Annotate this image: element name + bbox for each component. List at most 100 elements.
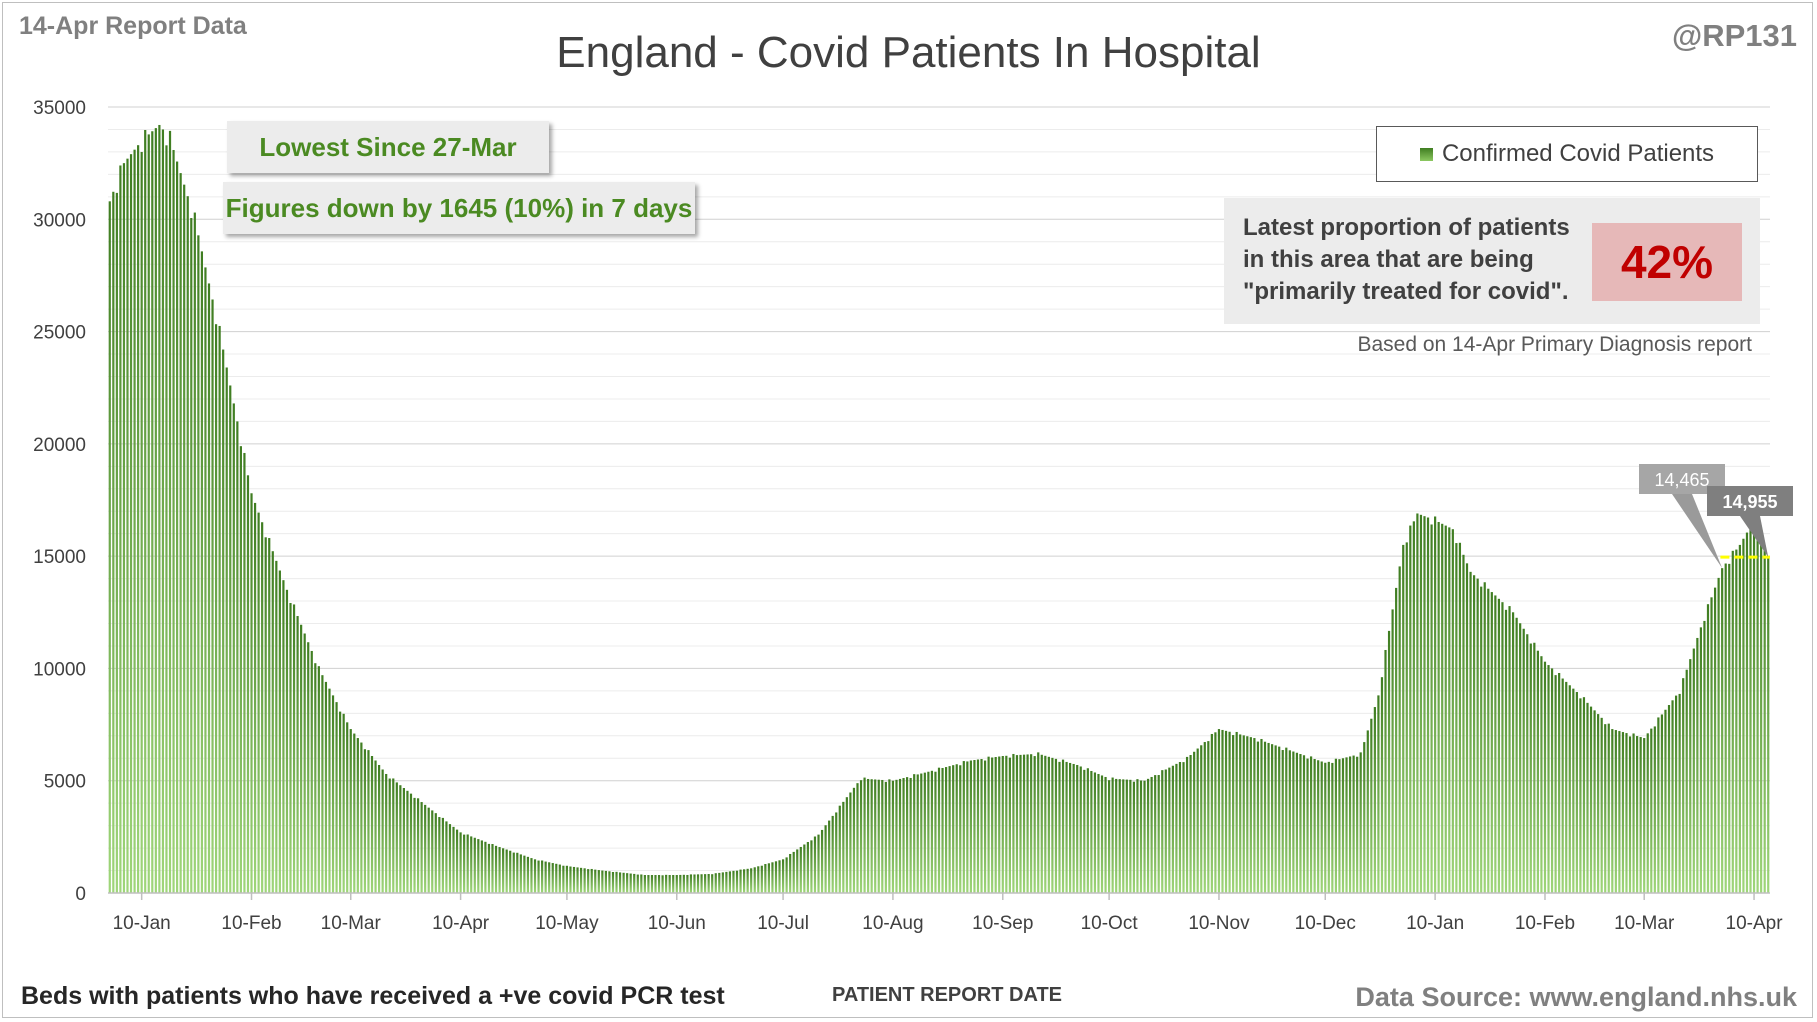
bar <box>1139 780 1143 893</box>
bar <box>416 798 420 893</box>
bar <box>1058 761 1061 893</box>
bar <box>431 810 434 893</box>
bar <box>743 869 746 893</box>
bar <box>424 804 427 893</box>
chart-legend: Confirmed Covid Patients <box>1376 126 1758 182</box>
bar <box>484 841 487 893</box>
data-source: Data Source: www.england.nhs.uk <box>1355 982 1797 1012</box>
bar <box>654 875 657 893</box>
proportion-text: Latest proportion of patients in this ar… <box>1243 212 1573 308</box>
bar <box>310 650 313 893</box>
y-tick-label: 0 <box>75 884 86 905</box>
bar <box>969 760 972 893</box>
bar <box>1441 523 1444 893</box>
axes: 0 5000 10000 15000 20000 25000 30000 35000 10-Ja… <box>33 98 1783 934</box>
bar <box>1093 772 1097 893</box>
bar <box>1735 549 1738 893</box>
bar <box>275 560 278 893</box>
bar <box>161 129 165 893</box>
proportion-note: Based on 14-Apr Primary Diagnosis report <box>1357 333 1752 356</box>
bar <box>222 349 225 893</box>
bar <box>129 154 133 893</box>
bar <box>253 502 257 893</box>
bar <box>597 870 600 893</box>
bar <box>746 868 749 893</box>
bar <box>1674 695 1678 893</box>
bar <box>282 580 285 893</box>
bar <box>480 840 483 893</box>
bar <box>867 778 870 893</box>
bar <box>789 853 792 893</box>
bar <box>1061 759 1065 893</box>
bar <box>112 191 115 893</box>
bar <box>732 870 735 893</box>
bar <box>1494 595 1497 893</box>
bar <box>934 771 937 893</box>
bar <box>1540 656 1543 893</box>
x-tick-label: 10-Jan <box>113 913 171 934</box>
bar <box>810 840 813 893</box>
bar <box>1536 650 1539 893</box>
y-tick-label: 20000 <box>33 435 86 456</box>
bar <box>679 874 682 893</box>
bar <box>1632 733 1635 893</box>
bar <box>1090 770 1093 893</box>
bar <box>1473 575 1476 893</box>
bar <box>906 777 909 893</box>
bar <box>604 870 607 893</box>
bar <box>998 756 1001 893</box>
bar <box>1636 736 1639 893</box>
x-tick-label: 10-Nov <box>1188 913 1250 934</box>
bar <box>144 129 147 894</box>
callout-figures-down: Figures down by 1645 (10%) in 7 days <box>223 182 695 234</box>
bar <box>973 760 976 893</box>
bar <box>856 783 859 893</box>
bar <box>509 850 512 893</box>
bar <box>1572 688 1575 893</box>
bar <box>1487 588 1490 893</box>
bar <box>991 757 994 893</box>
bar <box>1667 705 1671 893</box>
bar <box>693 874 696 893</box>
bar <box>902 778 905 893</box>
x-tick-label: 10-Feb <box>1515 913 1575 934</box>
bar <box>572 866 576 893</box>
bar <box>817 834 820 893</box>
bar <box>339 711 342 893</box>
bar <box>1653 726 1656 893</box>
bar <box>842 801 845 893</box>
bar <box>179 173 182 894</box>
bar <box>962 761 965 893</box>
bar <box>1398 566 1401 893</box>
bar <box>190 218 193 893</box>
bar <box>976 759 980 893</box>
x-tick-label: 10-Jan <box>1406 913 1464 934</box>
bar <box>1271 744 1274 893</box>
bar <box>1150 776 1153 893</box>
bar <box>147 134 150 893</box>
bar <box>1604 724 1607 893</box>
bar <box>1125 779 1128 893</box>
y-tick-label: 5000 <box>44 772 86 793</box>
bar <box>1671 700 1674 893</box>
bar <box>845 797 848 893</box>
bar <box>1380 677 1384 893</box>
bar <box>498 847 501 893</box>
bar <box>877 779 880 893</box>
bar <box>370 756 374 893</box>
bar <box>151 131 154 893</box>
bar <box>168 130 172 893</box>
bar <box>657 875 661 893</box>
bar <box>1731 550 1734 893</box>
bar <box>753 867 756 893</box>
bar <box>1100 775 1104 893</box>
bar <box>523 855 526 893</box>
bar <box>1664 709 1667 893</box>
bar <box>1543 661 1547 893</box>
bar <box>792 851 795 893</box>
bar <box>502 848 505 893</box>
bar <box>1689 659 1692 893</box>
bar <box>1146 778 1150 893</box>
bar <box>271 551 274 893</box>
bar <box>944 767 948 893</box>
